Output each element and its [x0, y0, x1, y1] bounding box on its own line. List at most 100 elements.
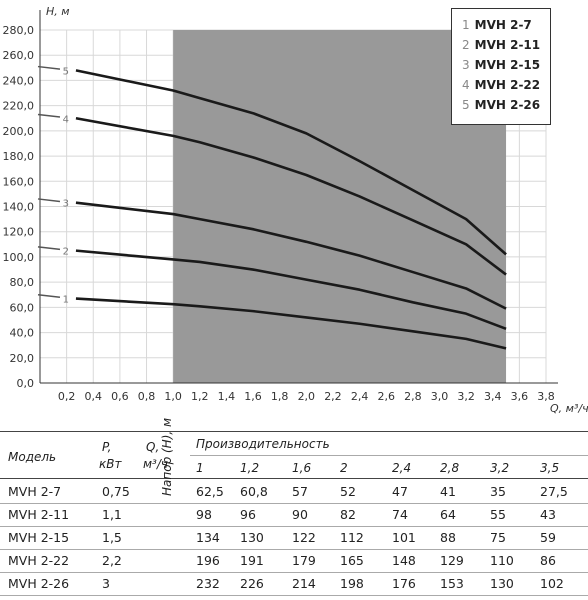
row-head-value: 27,5: [540, 484, 568, 499]
row-head-value: 74: [392, 507, 408, 522]
legend-entry: 4 MVH 2-22: [462, 75, 550, 95]
y-tick-label: 260,0: [3, 49, 35, 62]
curve-5: [75, 69, 507, 256]
legend-entry: 1 MVH 2-7: [462, 15, 550, 35]
row-head-value: 165: [340, 553, 364, 568]
row-head-value: 52: [340, 484, 356, 499]
row-head-value: 101: [392, 530, 416, 545]
row-head-value: 134: [196, 530, 220, 545]
legend-number: 1: [462, 18, 470, 32]
col-q-header-a: Q,: [146, 440, 160, 454]
flow-header: 3,5: [540, 461, 560, 475]
row-power: 2,2: [102, 553, 122, 568]
row-head-value: 232: [196, 576, 220, 591]
y-tick-label: 180,0: [3, 150, 35, 163]
row-power: 3: [102, 576, 110, 591]
row-head-value: 41: [440, 484, 456, 499]
y-tick-label: 20,0: [10, 352, 35, 365]
row-head-value: 130: [240, 530, 264, 545]
x-tick-label: 2,4: [351, 390, 369, 403]
capacity-header: Производительность: [196, 437, 330, 451]
row-head-value: 130: [490, 576, 514, 591]
row-head-value: 88: [440, 530, 456, 545]
row-head-value: 112: [340, 530, 364, 545]
row-model: MVH 2-26: [8, 576, 70, 591]
row-rule: [0, 503, 588, 504]
curve-4: [75, 116, 507, 276]
y-tick-label: 60,0: [10, 301, 35, 314]
row-power: 1,5: [102, 530, 122, 545]
curve-leader: [37, 113, 61, 118]
legend-label: MVH 2-11: [474, 38, 541, 52]
legend: 1 MVH 2-7 2 MVH 2-11 3 MVH 2-15 4 MVH 2-22 5 MVH …: [451, 8, 551, 125]
curves: 1 2 3 4 5: [37, 65, 507, 350]
y-tick-label: 80,0: [10, 276, 35, 289]
curve-number-label: 1: [63, 295, 69, 306]
row-head-value: 55: [490, 507, 506, 522]
legend-label: MVH 2-7: [474, 18, 532, 32]
col-power-header-a: P,: [102, 440, 112, 454]
capacity-rule: [190, 455, 588, 456]
legend-label: MVH 2-15: [474, 58, 541, 72]
row-head-value: 191: [240, 553, 264, 568]
curve-3: [75, 201, 507, 310]
row-rule: [0, 526, 588, 527]
curve-number-label: 2: [63, 247, 69, 258]
y-tick-label: 40,0: [10, 327, 35, 340]
flow-header: 2,4: [392, 461, 412, 475]
x-tick-label: 1,0: [164, 390, 182, 403]
curve-number-label: 3: [63, 199, 69, 210]
row-head-value: 43: [540, 507, 556, 522]
legend-number: 5: [462, 98, 470, 112]
x-tick-label: 0,2: [58, 390, 76, 403]
y-tick-label: 100,0: [3, 251, 35, 264]
legend-entry: 2 MVH 2-11: [462, 35, 550, 55]
row-rule: [0, 595, 588, 596]
col-model-header: Модель: [8, 450, 57, 464]
x-tick-label: 0,4: [85, 390, 103, 403]
y-tick-label: 220,0: [3, 100, 35, 113]
row-head-value: 75: [490, 530, 506, 545]
row-power: 0,75: [102, 484, 130, 499]
curve-number-label: 5: [63, 66, 69, 77]
pump-curve-chart: 1 2 3 4 5 0,0 20,0 40,0 60,0 80,0 100,0 120,0 140,0…: [3, 5, 588, 415]
flow-header: 1,6: [292, 461, 312, 475]
tick-labels: 0,020,040,060,080,0100,0120,0140,0160,01…: [3, 24, 555, 403]
x-tick-label: 0,6: [111, 390, 129, 403]
x-tick-label: 1,6: [244, 390, 262, 403]
col-q-header-b: м³/ч: [143, 457, 168, 471]
x-tick-label: 0,8: [138, 390, 156, 403]
flow-header: 2,8: [440, 461, 460, 475]
flow-header: 3,2: [490, 461, 510, 475]
legend-number: 3: [462, 58, 470, 72]
performance-table: Модель P, кВт Q, м³/ч Производительность…: [0, 428, 588, 600]
col-power-header-b: кВт: [99, 457, 122, 471]
row-head-value: 129: [440, 553, 464, 568]
row-head-value: 179: [292, 553, 316, 568]
table-header-rule: [0, 478, 588, 479]
legend-entry: 3 MVH 2-15: [462, 55, 550, 75]
row-rule: [0, 572, 588, 573]
flow-header: 1: [196, 461, 204, 475]
legend-number: 4: [462, 78, 470, 92]
row-head-value: 59: [540, 530, 556, 545]
y-tick-label: 200,0: [3, 125, 35, 138]
x-tick-label: 2,0: [298, 390, 316, 403]
row-power: 1,1: [102, 507, 122, 522]
legend-label: MVH 2-22: [474, 78, 541, 92]
row-head-value: 86: [540, 553, 556, 568]
x-tick-label: 2,6: [377, 390, 395, 403]
y-tick-label: 160,0: [3, 175, 35, 188]
row-head-value: 64: [440, 507, 456, 522]
y-axis-label: H, м: [46, 5, 70, 18]
row-head-value: 153: [440, 576, 464, 591]
curve-1: [75, 297, 507, 350]
curve-2: [75, 249, 507, 331]
x-tick-label: 2,2: [324, 390, 342, 403]
row-head-value: 96: [240, 507, 256, 522]
row-head-value: 98: [196, 507, 212, 522]
row-head-value: 196: [196, 553, 220, 568]
curve-leader: [37, 246, 61, 251]
flow-header: 2: [340, 461, 348, 475]
row-head-value: 57: [292, 484, 308, 499]
